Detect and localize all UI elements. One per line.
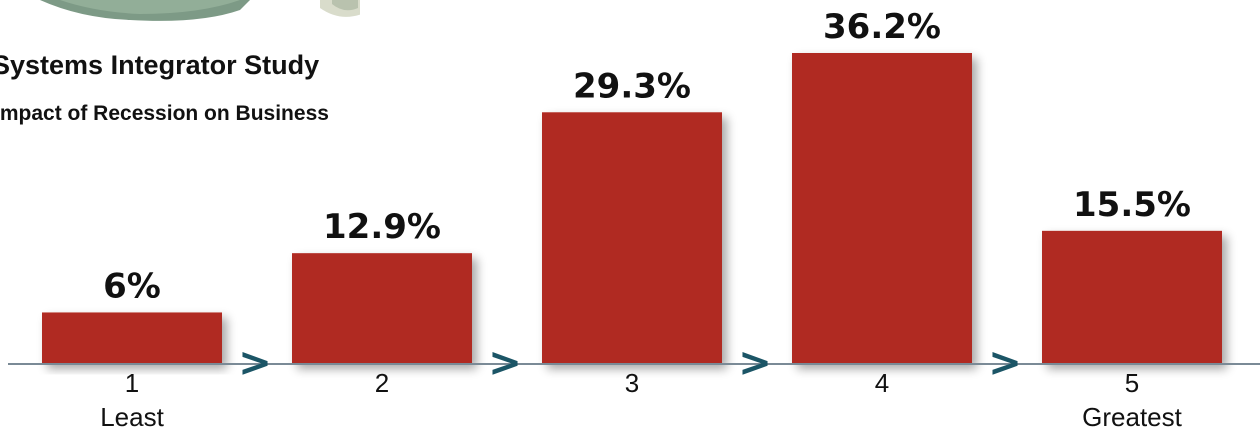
value-label-3: 29.3% [573,66,691,106]
value-label-2: 12.9% [323,207,441,247]
money-hand-image [40,0,360,21]
value-label-1: 6% [103,266,161,306]
bar-3 [542,112,722,364]
x-tick-label-1: 1 [125,368,139,398]
x-sublabel-1: Least [100,402,164,432]
chart-subtitle: Impact of Recession on Business [0,102,329,125]
bar-4 [792,53,972,364]
x-tick-label-3: 3 [625,368,639,398]
x-tick-label-5: 5 [1125,368,1139,398]
bar-5 [1042,230,1222,364]
value-label-5: 15.5% [1073,185,1191,225]
value-label-4: 36.2% [823,7,941,47]
x-sublabel-5: Greatest [1082,402,1182,432]
bar-1 [42,312,222,364]
arrow-separator: > [488,340,522,386]
chart-title: Systems Integrator Study [0,50,320,80]
x-tick-label-4: 4 [875,368,889,398]
x-tick-label-2: 2 [375,368,389,398]
bar-2 [292,253,472,364]
arrow-separator: > [738,340,772,386]
arrow-separator: > [988,340,1022,386]
arrow-separator: > [238,340,272,386]
